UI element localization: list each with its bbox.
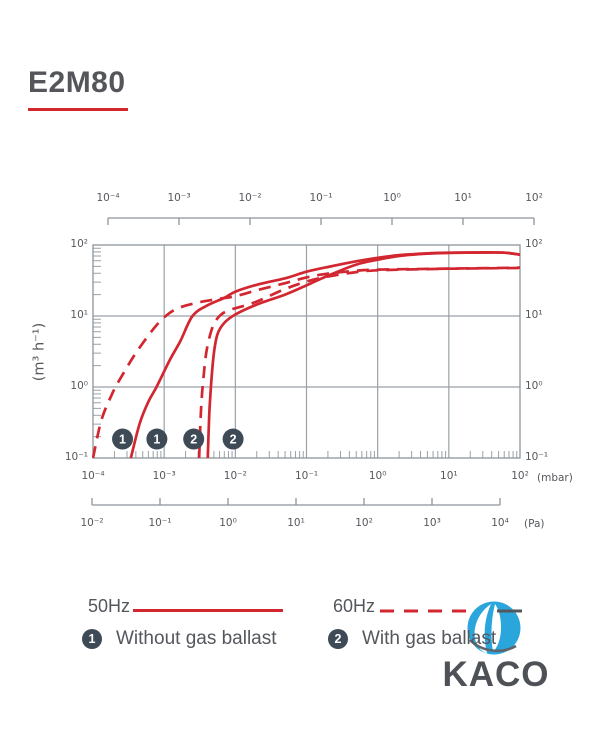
legend-badge-2: 2 (328, 629, 348, 649)
axis-tick-label: 10⁴ (491, 517, 509, 529)
axis-tick-label: 10⁰ (525, 380, 543, 392)
curve-marker-badge-1 (146, 428, 168, 450)
axis-tick-label: 10⁰ (70, 380, 88, 392)
logo-sail (474, 604, 491, 654)
axis-tick-label: 10⁰ (219, 517, 237, 529)
axis-tick-label: 10² (525, 238, 543, 250)
axis-tick-label: 10⁻³ (152, 470, 176, 482)
legend-badge-1: 1 (82, 629, 102, 649)
curve-marker-number: 1 (119, 433, 126, 447)
axis-tick-label: 10⁻¹ (309, 192, 333, 204)
plot-border (92, 244, 521, 459)
page-title: E2M80 (28, 66, 126, 99)
axis-tick-label: 10⁻² (238, 192, 262, 204)
axis-tick-label: 10¹ (287, 517, 305, 529)
y-axis-unit-label: (m³ h⁻¹) (31, 322, 47, 381)
axis-tick-label: 10⁻¹ (525, 451, 549, 463)
legend-with-gas-ballast-label: With gas ballast (362, 628, 497, 649)
legend-without-gas-ballast-label: Without gas ballast (116, 628, 277, 649)
axis-tick-label: 10⁻⁴ (81, 470, 105, 482)
axis-tick-label: 10⁰ (368, 470, 387, 482)
axis-tick-label: 10⁻¹ (64, 451, 88, 463)
title-underline (28, 108, 128, 111)
speed-curve-50hz-without-gas-ballast (129, 251, 521, 459)
curve-marker-number: 1 (153, 433, 160, 447)
speed-curve-50hz-with-gas-ballast (206, 251, 521, 459)
axis-tick-label: 10¹ (454, 192, 472, 204)
mbar-unit-label: (mbar) (537, 472, 573, 484)
legend-50hz-label: 50Hz (88, 596, 131, 616)
logo-text: KACO (442, 655, 550, 694)
logo-sail-2 (491, 604, 502, 652)
axis-tick-label: 10² (355, 517, 373, 529)
axis-tick-label: 10⁻² (223, 470, 247, 482)
axis-tick-label: 10⁰ (383, 192, 401, 204)
axis-tick-label: 10¹ (70, 309, 88, 321)
axis-tick-label: 10⁻¹ (148, 517, 172, 529)
axis-tick-label: 10² (525, 192, 543, 204)
axis-tick-label: 10⁻¹ (294, 470, 319, 482)
axis-tick-label: 10¹ (525, 309, 543, 321)
axis-tick-label: 10⁻³ (167, 192, 191, 204)
pa-unit-label: (Pa) (524, 518, 545, 530)
curve-marker-number: 2 (190, 433, 197, 447)
logo-hull (469, 639, 517, 653)
axis-tick-label: 10² (70, 238, 88, 250)
curve-marker-badge-2 (222, 428, 244, 450)
axis-tick-label: 10³ (423, 517, 441, 529)
axis-tick-label: 10² (511, 470, 529, 482)
curve-marker-number: 2 (230, 433, 237, 447)
axis-tick-label: 10⁻² (80, 517, 104, 529)
kaco-logo-mark (467, 601, 521, 655)
speed-curve-60hz-with-gas-ballast (197, 266, 521, 459)
axis-tick-label: 10⁻⁴ (96, 192, 120, 204)
curve-marker-badge-2 (183, 428, 205, 450)
curve-marker-badge-1 (112, 428, 134, 450)
axis-tick-label: 10¹ (440, 470, 458, 482)
legend-60hz-label: 60Hz (333, 596, 376, 616)
